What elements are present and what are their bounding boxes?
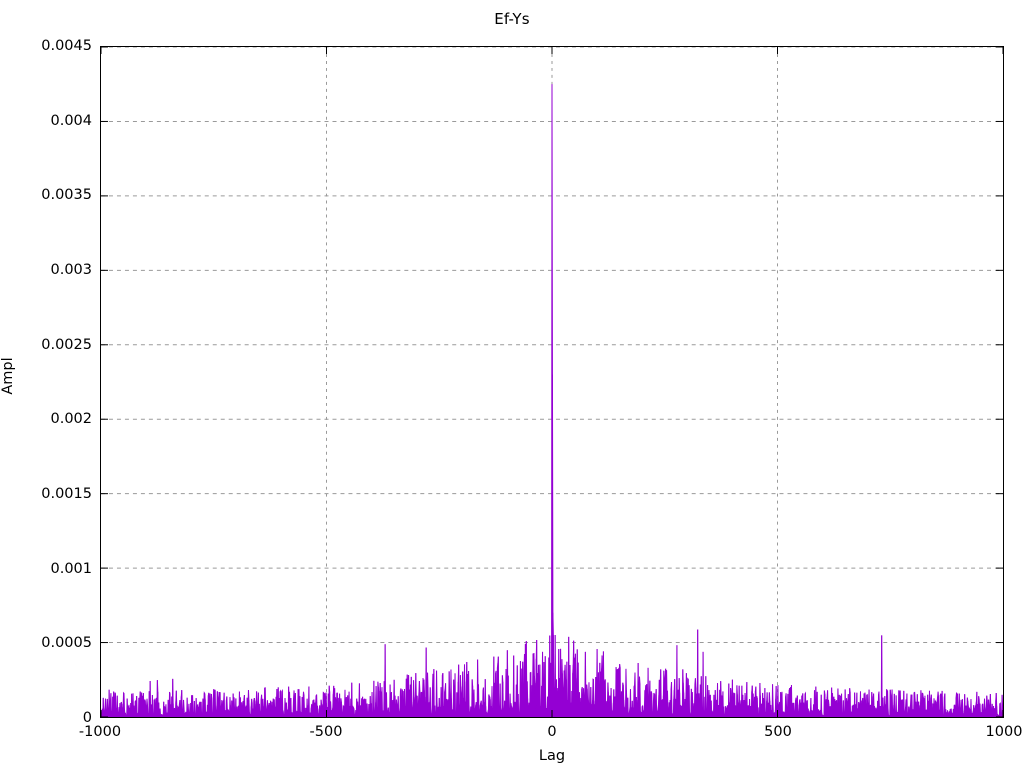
x-axis-title: Lag [538, 748, 566, 764]
y-tick-label: 0 [82, 710, 92, 726]
y-tick-label: 0.0045 [41, 38, 92, 54]
x-axis-tick-labels: -1000 -500 0 500 1000 [79, 724, 1023, 746]
y-tick-label: 0.004 [50, 112, 92, 129]
plot-area [100, 46, 1004, 718]
y-tick-label: 0.0005 [41, 635, 92, 652]
x-tick-label: -1000 [78, 724, 122, 740]
chart-title: Ef-Ys [494, 10, 530, 28]
x-tick-label: 0 [547, 724, 557, 740]
x-tick-label: -500 [309, 724, 343, 740]
y-tick-label: 0.0035 [41, 187, 92, 204]
y-tick-label: 0.0025 [41, 336, 92, 353]
y-axis-title: Ampl [0, 357, 16, 395]
y-tick-label: 0.003 [50, 262, 92, 278]
x-tick-label: 500 [764, 724, 792, 740]
data-series-impulses [101, 84, 1003, 717]
y-tick-label: 0.002 [50, 411, 92, 428]
y-tick-label: 0.0015 [41, 486, 92, 502]
y-tick-label: 0.001 [50, 560, 92, 577]
y-axis-tick-labels: 0 0.0005 0.001 0.0015 0.002 0.0025 0.003 0.0035… [0, 38, 92, 726]
x-tick-label: 1000 [985, 724, 1023, 740]
axis-tick-marks [101, 47, 1003, 717]
